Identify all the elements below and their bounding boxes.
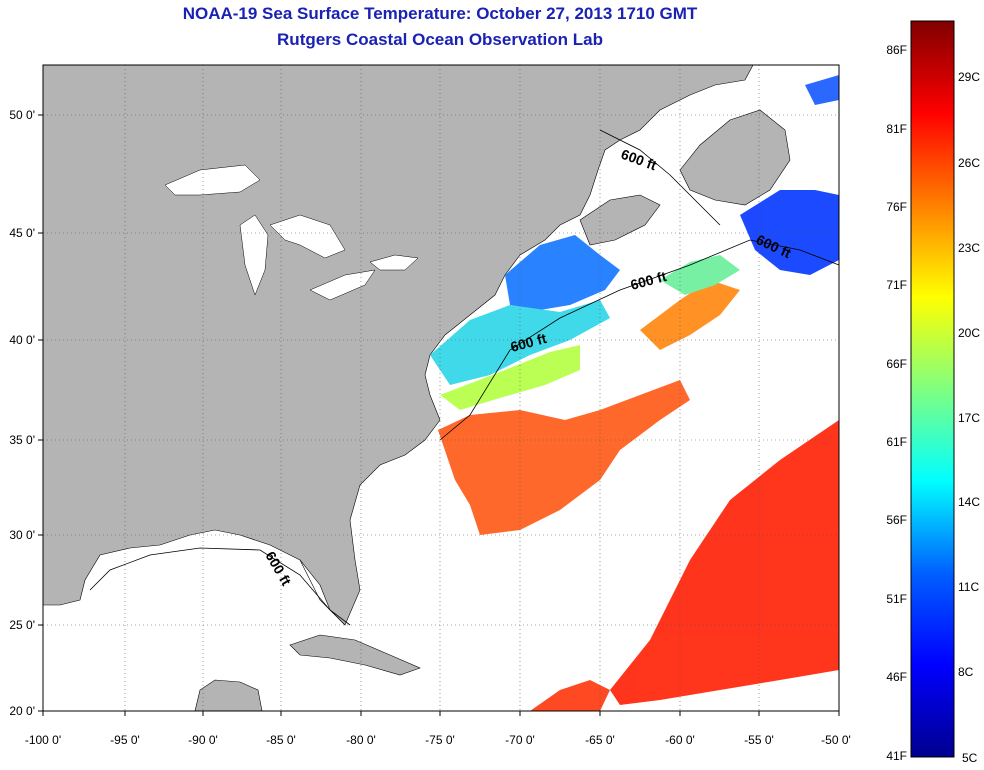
x-tick-label: -50 0' (821, 733, 851, 747)
x-tick-label: -70 0' (505, 733, 535, 747)
colorbar-f-label: 76F (886, 200, 907, 214)
sst-cold-north-2 (805, 75, 839, 105)
x-axis-labels: -100 0' -95 0' -90 0' -85 0' -80 0' -75 … (25, 733, 851, 747)
isobath-600ft (89, 129, 840, 626)
y-tick-label: 25 0' (9, 618, 35, 632)
x-tick-label: -60 0' (665, 733, 695, 747)
colorbar-c-label: 20C (958, 326, 980, 340)
great-lakes (164, 164, 419, 301)
y-tick-label: 20 0' (9, 704, 35, 718)
colorbar-c-label: 17C (958, 411, 980, 425)
map-subtitle: Rutgers Coastal Ocean Observation Lab (277, 30, 603, 49)
colorbar-f-label: 71F (886, 278, 907, 292)
colorbar-f-label: 46F (886, 670, 907, 684)
colorbar-f-label: 86F (886, 43, 907, 57)
land-nova-scotia (579, 194, 661, 246)
x-tick-label: -80 0' (346, 733, 376, 747)
colorbar-f-labels: 86F 81F 76F 71F 66F 61F 56F 51F 46F 41F (886, 43, 907, 763)
colorbar-c-label: 14C (958, 495, 980, 509)
land-newfoundland (679, 109, 791, 206)
sst-cold-north (740, 190, 839, 275)
colorbar (910, 20, 955, 758)
colorbar-c-labels: 29C 26C 23C 20C 17C 14C 11C 8C 5C (958, 70, 980, 765)
y-tick-label: 50 0' (9, 108, 35, 122)
y-tick-label: 30 0' (9, 528, 35, 542)
colorbar-f-label: 61F (886, 435, 907, 449)
x-tick-label: -85 0' (266, 733, 296, 747)
y-tick-label: 35 0' (9, 433, 35, 447)
y-axis-labels: 50 0' 45 0' 40 0' 35 0' 30 0' 25 0' 20 0… (9, 108, 35, 718)
sst-south-strip (530, 680, 610, 711)
x-tick-label: -90 0' (188, 733, 218, 747)
colorbar-f-label: 66F (886, 357, 907, 371)
map-tick-marks (38, 114, 840, 716)
land-cuba (289, 634, 421, 676)
colorbar-c-label: 29C (958, 70, 980, 84)
colorbar-c-label: 23C (958, 241, 980, 255)
colorbar-c-label: 11C (958, 580, 979, 594)
x-tick-label: -65 0' (585, 733, 615, 747)
colorbar-f-label: 51F (886, 592, 907, 606)
sst-southeast-warm (610, 420, 839, 705)
colorbar-c-label: 5C (962, 751, 978, 765)
colorbar-c-label: 26C (958, 156, 980, 170)
sst-mid-shelf (440, 345, 580, 410)
florida-coast (299, 559, 346, 626)
sst-cool-shelf (430, 300, 610, 385)
y-tick-label: 40 0' (9, 333, 35, 347)
land-north-america (42, 64, 754, 626)
sst-cold-shelf (505, 235, 620, 310)
map-gridlines (43, 65, 839, 711)
colorbar-c-label: 8C (958, 665, 974, 679)
x-tick-label: -55 0' (744, 733, 774, 747)
y-tick-label: 45 0' (9, 226, 35, 240)
colorbar-f-label: 56F (886, 513, 907, 527)
map-title: NOAA-19 Sea Surface Temperature: October… (182, 4, 698, 23)
x-tick-label: -75 0' (425, 733, 455, 747)
map-frame (42, 64, 840, 712)
sst-gulf-stream (438, 380, 690, 535)
colorbar-f-label: 41F (886, 749, 907, 763)
colorbar-f-label: 81F (886, 122, 907, 136)
x-tick-label: -100 0' (25, 733, 61, 747)
sst-offshore-warm (640, 280, 740, 350)
x-tick-label: -95 0' (110, 733, 140, 747)
